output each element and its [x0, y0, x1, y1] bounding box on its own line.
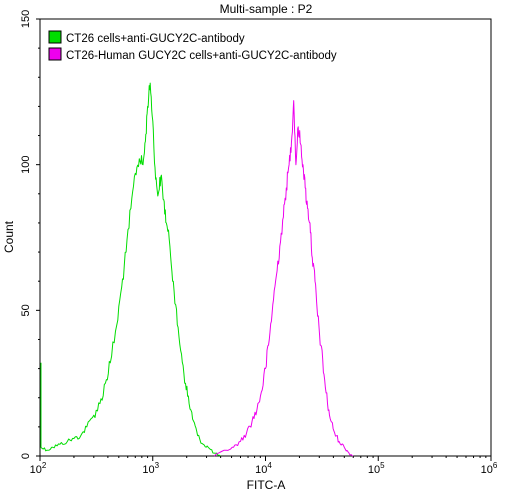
legend-label: CT26-Human GUCY2C cells+anti-GUCY2C-anti… — [66, 50, 337, 62]
legend-label: CT26 cells+anti-GUCY2C-antibody — [66, 33, 245, 45]
x-axis: 102 103 104 105 106 — [30, 456, 498, 476]
x-tick-label: 104 — [255, 461, 272, 476]
x-tick-label: 102 — [30, 461, 47, 476]
legend-swatch — [48, 30, 62, 44]
legend: CT26 cells+anti-GUCY2C-antibody CT26-Huma… — [48, 30, 337, 62]
x-tick-label: 103 — [142, 461, 159, 476]
y-tick-label: 150 — [20, 10, 32, 28]
series-line — [213, 100, 354, 457]
series-line — [40, 82, 221, 457]
y-tick-label: 0 — [20, 453, 32, 459]
legend-swatch — [48, 47, 62, 61]
x-axis-label: FITC-A — [247, 478, 286, 492]
y-tick-label: 100 — [20, 155, 32, 173]
plot-area — [39, 18, 492, 457]
y-axis-label: Count — [2, 220, 16, 253]
y-axis: 0 50 100 150 — [20, 10, 40, 459]
x-tick-label: 105 — [368, 461, 385, 476]
x-tick-label: 106 — [481, 461, 498, 476]
y-tick-label: 50 — [20, 304, 32, 316]
chart-title: Multi-sample : P2 — [220, 2, 313, 16]
series-group — [40, 82, 354, 457]
